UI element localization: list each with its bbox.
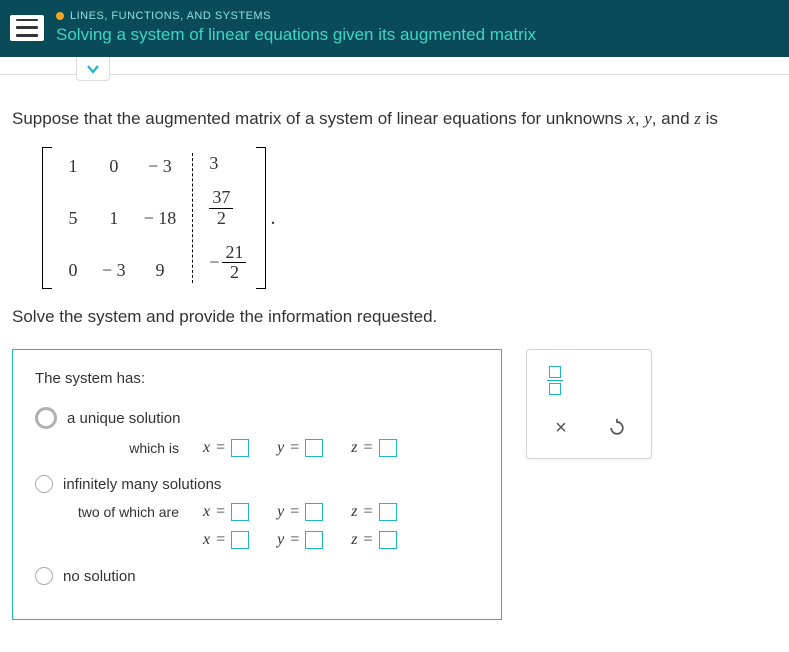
input-x-3[interactable] (231, 531, 249, 549)
input-x-1[interactable] (231, 439, 249, 457)
augmented-matrix: 1 0 − 3 5 1 − 18 0 − 3 9 3 37 2 (42, 147, 777, 289)
option-infinite[interactable]: infinitely many solutions (35, 475, 479, 493)
fraction-button[interactable] (533, 356, 645, 404)
input-z-3[interactable] (379, 531, 397, 549)
radio-icon[interactable] (35, 567, 53, 585)
undo-icon (607, 418, 627, 438)
aug-cell: 3 (209, 153, 246, 174)
times-icon: × (555, 417, 567, 440)
expand-tab[interactable] (76, 57, 110, 81)
option-none-label: no solution (63, 568, 136, 585)
header-text: LINES, FUNCTIONS, AND SYSTEMS Solving a … (56, 10, 775, 45)
bracket-right-icon (256, 147, 266, 289)
sub-toolbar (0, 57, 789, 75)
radio-icon[interactable] (35, 475, 53, 493)
unique-solution-row: which is x= y= z= (69, 439, 479, 457)
matrix-cell: 5 (62, 208, 84, 229)
coefficient-matrix: 1 0 − 3 5 1 − 18 0 − 3 9 (62, 153, 176, 283)
breadcrumb: LINES, FUNCTIONS, AND SYSTEMS (56, 10, 775, 22)
unique-sublabel: which is (69, 440, 179, 456)
input-x-2[interactable] (231, 503, 249, 521)
hamburger-icon (16, 19, 38, 37)
math-toolbar: × (526, 349, 652, 459)
content-area: Suppose that the augmented matrix of a s… (0, 75, 789, 640)
aug-cell: 37 2 (209, 188, 246, 229)
menu-button[interactable] (10, 15, 44, 41)
page-title: Solving a system of linear equations giv… (56, 25, 775, 45)
infinite-row-1: two of which are x= y= z= (69, 503, 479, 521)
problem-prompt: Suppose that the augmented matrix of a s… (12, 109, 777, 129)
augment-divider (192, 153, 193, 283)
var-y: y (644, 109, 652, 128)
matrix-cell: 0 (62, 260, 84, 281)
clear-button[interactable]: × (533, 404, 589, 452)
option-unique-label: a unique solution (67, 410, 180, 427)
aug-cell: − 21 2 (209, 243, 246, 284)
answer-panel: The system has: a unique solution which … (12, 349, 502, 620)
augment-column: 3 37 2 − 21 2 (209, 153, 246, 283)
undo-button[interactable] (589, 404, 645, 452)
input-y-2[interactable] (305, 503, 323, 521)
breadcrumb-label: LINES, FUNCTIONS, AND SYSTEMS (70, 10, 271, 22)
option-unique[interactable]: a unique solution (35, 407, 479, 429)
period: . (270, 207, 275, 230)
prompt-prefix: Suppose that the augmented matrix of a s… (12, 109, 627, 128)
option-none[interactable]: no solution (35, 567, 479, 585)
infinite-sublabel: two of which are (69, 504, 179, 520)
var-x: x (627, 109, 635, 128)
matrix-cell: 1 (62, 156, 84, 177)
input-y-3[interactable] (305, 531, 323, 549)
var-z: z (694, 109, 701, 128)
matrix-cell: 1 (102, 208, 126, 229)
input-y-1[interactable] (305, 439, 323, 457)
matrix-cell: 9 (144, 260, 177, 281)
infinite-row-2: x= y= z= (69, 531, 479, 549)
eq-x: x= (203, 439, 249, 457)
matrix-cell: − 3 (144, 156, 177, 177)
instruction: Solve the system and provide the informa… (12, 307, 777, 327)
input-z-2[interactable] (379, 503, 397, 521)
bracket-left-icon (42, 147, 52, 289)
eq-y: y= (277, 439, 323, 457)
eq-z: z= (351, 439, 396, 457)
matrix-cell: − 18 (144, 208, 177, 229)
status-dot-icon (56, 12, 64, 20)
chevron-down-icon (86, 62, 100, 76)
radio-icon[interactable] (35, 407, 57, 429)
input-z-1[interactable] (379, 439, 397, 457)
fraction-icon (547, 366, 563, 395)
prompt-suffix: is (701, 109, 718, 128)
option-infinite-label: infinitely many solutions (63, 476, 221, 493)
answer-heading: The system has: (35, 370, 479, 387)
matrix-cell: − 3 (102, 260, 126, 281)
matrix-cell: 0 (102, 156, 126, 177)
app-header: LINES, FUNCTIONS, AND SYSTEMS Solving a … (0, 0, 789, 57)
